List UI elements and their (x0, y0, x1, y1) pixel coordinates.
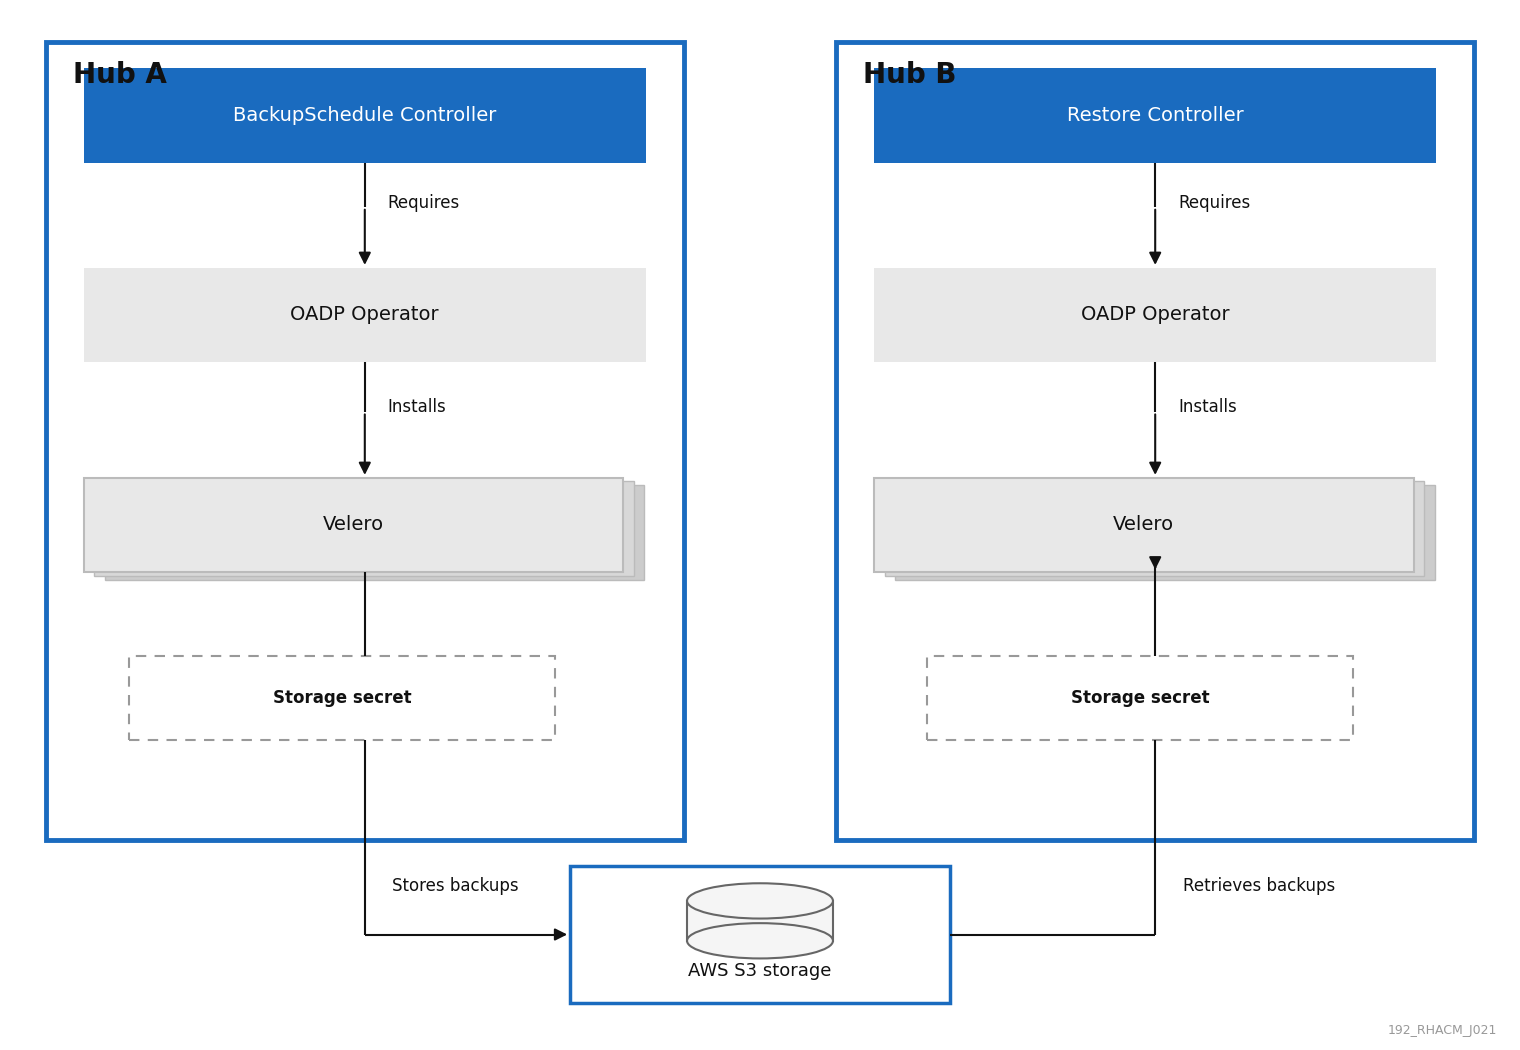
Ellipse shape (687, 883, 833, 919)
Bar (105, 485, 644, 580)
Text: Requires: Requires (1178, 193, 1251, 212)
Bar (885, 481, 1424, 575)
Text: OADP Operator: OADP Operator (1081, 306, 1230, 324)
Bar (874, 68, 1436, 163)
Text: Retrieves backups: Retrieves backups (1183, 877, 1335, 895)
Bar (94, 481, 634, 575)
Text: Requires: Requires (388, 193, 461, 212)
Bar (84, 478, 623, 572)
Bar (129, 656, 555, 740)
Text: Hub A: Hub A (73, 61, 167, 89)
Text: Storage secret: Storage secret (1070, 689, 1210, 708)
Text: Stores backups: Stores backups (392, 877, 518, 895)
Text: Velero: Velero (322, 516, 385, 534)
Text: Storage secret: Storage secret (272, 689, 412, 708)
Bar (874, 268, 1436, 362)
Bar (927, 656, 1353, 740)
Bar (687, 901, 833, 941)
Text: 192_RHACM_J021: 192_RHACM_J021 (1388, 1025, 1497, 1037)
Ellipse shape (687, 923, 833, 959)
Text: Installs: Installs (388, 398, 447, 417)
Text: Installs: Installs (1178, 398, 1237, 417)
Text: Velero: Velero (1113, 516, 1175, 534)
Text: Hub B: Hub B (863, 61, 958, 89)
Bar (570, 866, 950, 1003)
Bar (836, 42, 1474, 840)
Bar (84, 268, 646, 362)
Bar (46, 42, 684, 840)
Bar (895, 485, 1435, 580)
Text: OADP Operator: OADP Operator (290, 306, 439, 324)
Text: AWS S3 storage: AWS S3 storage (689, 962, 831, 980)
Bar (84, 68, 646, 163)
Bar (874, 478, 1414, 572)
Text: BackupSchedule Controller: BackupSchedule Controller (233, 106, 497, 125)
Text: Restore Controller: Restore Controller (1067, 106, 1243, 125)
